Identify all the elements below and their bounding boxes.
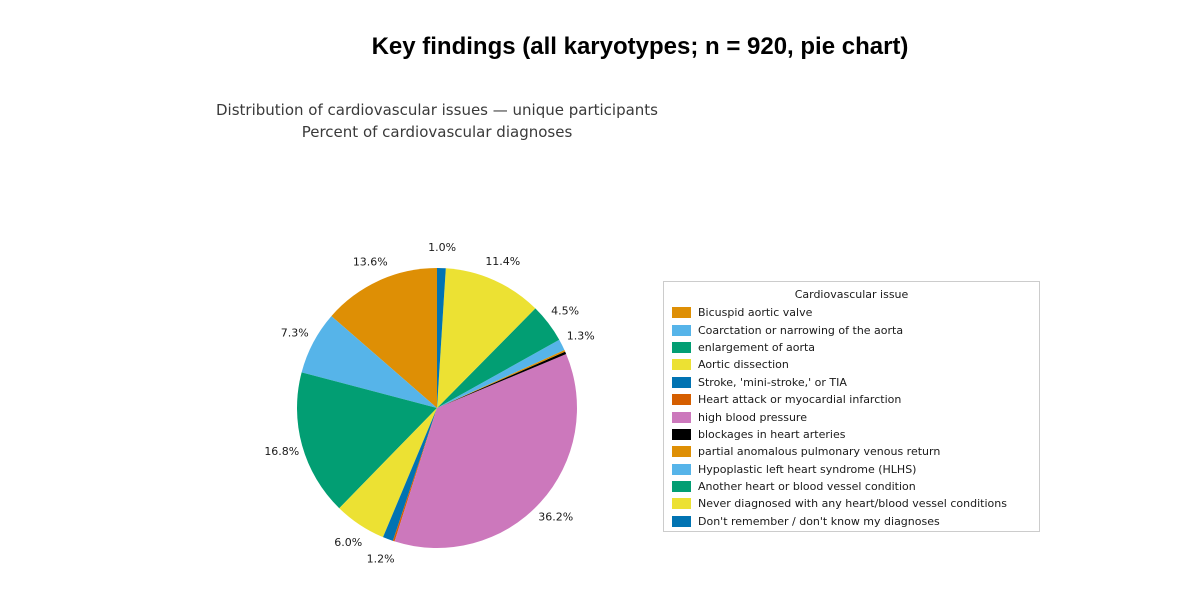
legend-item-label: Aortic dissection bbox=[698, 358, 789, 372]
legend-swatch bbox=[672, 446, 691, 458]
pie-pct-label: 36.2% bbox=[538, 511, 573, 524]
pie-slice-coarctation-or-narrowing-of-the- bbox=[301, 316, 437, 408]
legend-item-label: Stroke, 'mini-stroke,' or TIA bbox=[698, 375, 847, 389]
legend-swatch bbox=[672, 481, 691, 493]
legend-swatch bbox=[672, 341, 691, 353]
pie-pct-label: 4.5% bbox=[551, 304, 579, 317]
pie-chart: 13.6% 7.3% 16.8% 6.0% 1.2% 36.2% 1.3% 4.5% 11.4%… bbox=[264, 241, 595, 566]
pie-slice-aortic-dissection bbox=[339, 408, 437, 538]
pie-pct-label: 1.2% bbox=[367, 553, 395, 566]
legend-swatch bbox=[672, 376, 691, 388]
pie-slice-don-t-remember-don-t-know-my-dia bbox=[437, 268, 446, 408]
legend-swatch bbox=[672, 307, 691, 319]
legend-item: Another heart or blood vessel condition bbox=[672, 478, 1031, 495]
legend-item-label: Bicuspid aortic valve bbox=[698, 306, 813, 320]
legend-items: Bicuspid aortic valve Coarctation or narr… bbox=[672, 304, 1031, 530]
pie-pct-label: 1.3% bbox=[567, 329, 595, 342]
legend-swatch bbox=[672, 515, 691, 527]
pie-pct-label: 7.3% bbox=[281, 327, 309, 340]
pie-pct-label: 11.4% bbox=[485, 255, 520, 268]
legend-item-label: Coarctation or narrowing of the aorta bbox=[698, 323, 904, 337]
chart-subtitle: Distribution of cardiovascular issues — … bbox=[216, 99, 658, 143]
legend-swatch bbox=[672, 394, 691, 406]
figure-title: Key findings (all karyotypes; n = 920, p… bbox=[371, 33, 909, 60]
legend-swatch bbox=[672, 359, 691, 371]
legend-item-label: high blood pressure bbox=[698, 410, 807, 424]
legend-swatch bbox=[672, 411, 691, 423]
pie-slice-enlargement-of-aorta bbox=[297, 372, 437, 509]
legend-item: Don't remember / don't know my diagnoses bbox=[672, 513, 1031, 530]
pie-slice-heart-attack-or-myocardial-infar bbox=[392, 408, 437, 542]
legend-item: high blood pressure bbox=[672, 408, 1031, 425]
legend-item: blockages in heart arteries bbox=[672, 426, 1031, 443]
pie-pct-label: 13.6% bbox=[353, 255, 388, 268]
legend-swatch bbox=[672, 498, 691, 510]
pie-pct-label: 1.0% bbox=[428, 241, 456, 254]
legend-item-label: Heart attack or myocardial infarction bbox=[698, 393, 902, 407]
legend-item-label: enlargement of aorta bbox=[698, 340, 816, 354]
legend-item: Coarctation or narrowing of the aorta bbox=[672, 321, 1031, 338]
pie-pct-label: 16.8% bbox=[264, 445, 299, 458]
pie-pct-label: 6.0% bbox=[334, 536, 362, 549]
legend-swatch bbox=[672, 324, 691, 336]
pie-slice-never-diagnosed-with-any-heart-b bbox=[437, 268, 536, 408]
legend-title: Cardiovascular issue bbox=[794, 288, 909, 301]
legend-item: Stroke, 'mini-stroke,' or TIA bbox=[672, 374, 1031, 391]
legend-item-label: partial anomalous pulmonary venous retur… bbox=[698, 445, 941, 459]
pie-slice-hypoplastic-left-heart-syndrome- bbox=[437, 339, 565, 408]
chart-subtitle-line1: Distribution of cardiovascular issues — … bbox=[216, 101, 658, 119]
legend-item-label: Hypoplastic left heart syndrome (HLHS) bbox=[698, 462, 917, 476]
chart-subtitle-line2: Percent of cardiovascular diagnoses bbox=[301, 123, 573, 141]
legend-swatch bbox=[672, 428, 691, 440]
pie-slice-stroke-mini-stroke-or-tia bbox=[383, 408, 437, 541]
legend-item: enlargement of aorta bbox=[672, 339, 1031, 356]
legend-item: Never diagnosed with any heart/blood ves… bbox=[672, 495, 1031, 512]
pie-slice-partial-anomalous-pulmonary-veno bbox=[437, 349, 566, 408]
pie-slice-another-heart-or-blood-vessel-co bbox=[437, 308, 560, 408]
legend: Cardiovascular issue Bicuspid aortic val… bbox=[663, 281, 1040, 532]
legend-item: partial anomalous pulmonary venous retur… bbox=[672, 443, 1031, 460]
legend-item-label: Another heart or blood vessel condition bbox=[698, 480, 916, 494]
legend-item: Heart attack or myocardial infarction bbox=[672, 391, 1031, 408]
pie-slice-high-blood-pressure bbox=[394, 354, 577, 548]
legend-item: Aortic dissection bbox=[672, 356, 1031, 373]
pie-slice-bicuspid-aortic-valve bbox=[331, 268, 437, 408]
pie-slice-blockages-in-heart-arteries bbox=[437, 351, 567, 408]
legend-swatch bbox=[672, 463, 691, 475]
legend-item-label: blockages in heart arteries bbox=[698, 427, 846, 441]
legend-item: Bicuspid aortic valve bbox=[672, 304, 1031, 321]
legend-item: Hypoplastic left heart syndrome (HLHS) bbox=[672, 461, 1031, 478]
legend-item-label: Never diagnosed with any heart/blood ves… bbox=[698, 497, 1007, 511]
legend-item-label: Don't remember / don't know my diagnoses bbox=[698, 514, 940, 528]
